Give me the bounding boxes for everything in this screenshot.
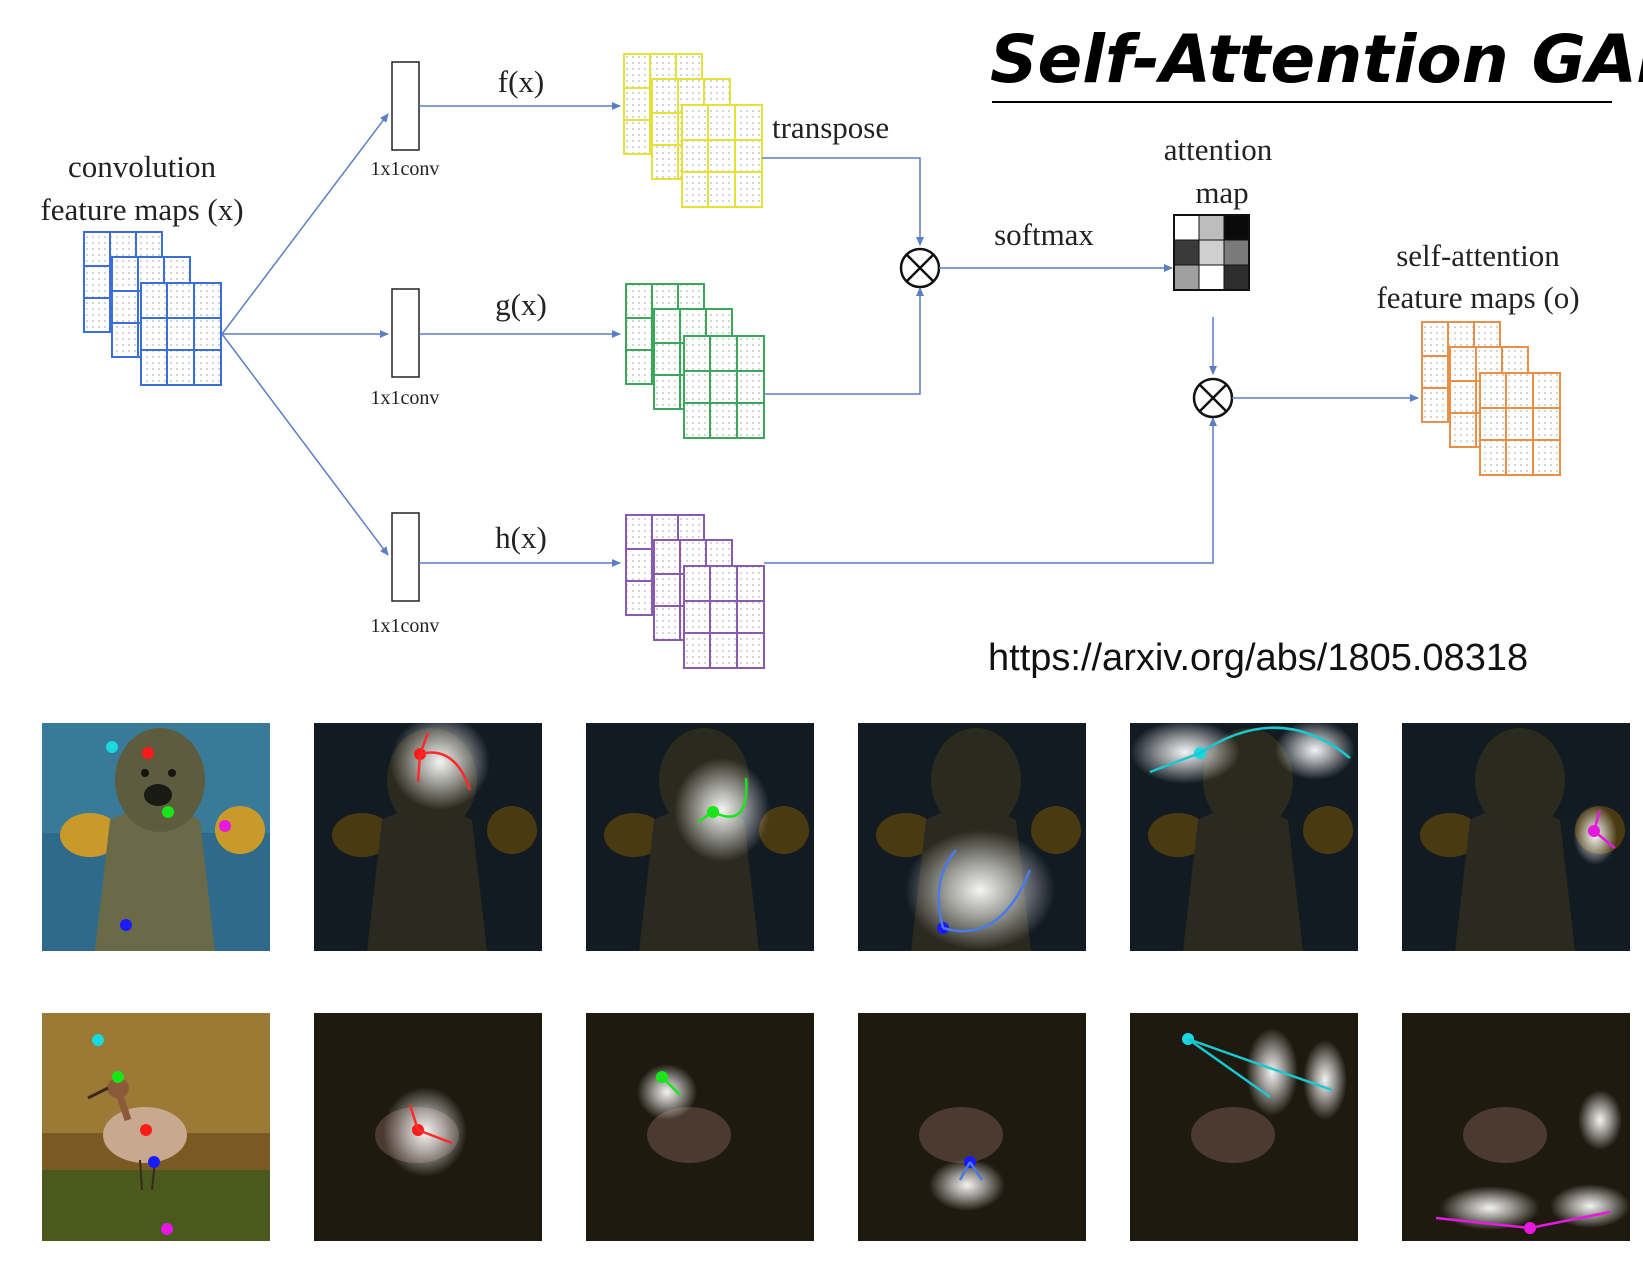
f-feature-maps	[623, 53, 763, 208]
func-label-h: h(x)	[495, 520, 547, 555]
conv-label-h: 1x1conv	[371, 615, 440, 637]
attention-arrow	[1593, 830, 1616, 849]
attention-map-border	[1173, 214, 1250, 291]
attention-arrow	[417, 1128, 453, 1145]
bird-original-panel	[42, 1013, 270, 1241]
conv-label-f: 1x1conv	[371, 158, 440, 180]
attention-arrow	[712, 777, 748, 818]
green-query-point	[162, 806, 174, 818]
dog-attention-panel-cyan	[1130, 723, 1358, 951]
output-feature-maps	[1421, 321, 1561, 476]
attention-map-cell	[1198, 239, 1225, 266]
red-query-point	[140, 1124, 152, 1136]
input-label-line2: feature maps (x)	[40, 192, 243, 227]
attention-arrow	[408, 1104, 420, 1131]
attention-map-cell	[1173, 264, 1200, 291]
attention-arrow	[1592, 809, 1602, 832]
arrow-to-f-conv	[221, 113, 389, 335]
magenta-query-point	[161, 1223, 173, 1235]
attention-map-cell	[1173, 239, 1200, 266]
attention-arrow	[661, 1076, 681, 1096]
attention-arrow	[958, 1161, 972, 1181]
softmax-label: softmax	[994, 217, 1094, 252]
bird-attention-panel-cyan	[1130, 1013, 1358, 1241]
image-row-bird	[42, 1013, 1630, 1241]
output-label-line2: feature maps (o)	[1376, 280, 1579, 315]
func-label-g: g(x)	[495, 287, 547, 322]
blue-query-point	[120, 919, 132, 931]
attention-arrow	[1529, 1210, 1611, 1230]
attention-map-cell	[1223, 239, 1250, 266]
input-feature-maps	[83, 231, 222, 386]
attention-map-cell	[1198, 214, 1225, 241]
red-query-point	[142, 747, 154, 759]
attention-arrow	[1435, 1216, 1531, 1230]
attention-arrow	[942, 869, 1032, 933]
conv-box-f	[391, 61, 420, 151]
arrow-h-to-multiply	[764, 417, 1217, 564]
query-markers	[92, 726, 1616, 1235]
matmul-node-2	[1192, 377, 1234, 419]
attention-map-cell	[1223, 214, 1250, 241]
attention-arrow	[968, 1161, 984, 1181]
attention-map-cell	[1198, 264, 1225, 291]
matmul-node-1	[899, 247, 941, 289]
attention-map-cell	[1223, 264, 1250, 291]
attention-arrow	[418, 732, 430, 755]
attention-arrow	[1149, 751, 1201, 774]
output-label-line1: self-attention	[1396, 238, 1560, 273]
bird-attention-panel-green	[586, 1013, 814, 1241]
green-query-point	[112, 1071, 124, 1083]
arrow-f-to-multiply	[762, 157, 924, 246]
arrow-to-h-conv	[221, 333, 389, 556]
transpose-label: transpose	[772, 110, 889, 145]
feature-map-sheet	[1479, 372, 1561, 476]
attention-label-line2: map	[1195, 175, 1248, 210]
attention-map-cell	[1173, 214, 1200, 241]
dog-attention-panel-blue	[858, 723, 1086, 951]
blue-query-point	[148, 1156, 160, 1168]
h-feature-maps	[625, 514, 765, 669]
attention-arrow	[697, 810, 714, 824]
g-feature-maps	[625, 283, 765, 439]
dog-attention-panel-green	[586, 723, 814, 951]
feature-map-sheet	[683, 335, 765, 439]
cyan-query-point	[92, 1034, 104, 1046]
dog-attention-panel-red	[314, 723, 542, 951]
attention-map-grid	[1173, 214, 1250, 291]
magenta-query-point	[219, 820, 231, 832]
dog-attention-panel-magenta	[1402, 723, 1630, 951]
bird-attention-panel-magenta	[1402, 1013, 1630, 1241]
feature-map-sheet	[683, 565, 765, 669]
attention-arrow	[1199, 726, 1351, 759]
attention-arrow	[416, 753, 422, 783]
attention-label-line1: attention	[1164, 132, 1273, 167]
bird-attention-panel-red	[314, 1013, 542, 1241]
conv-label-g: 1x1conv	[371, 387, 440, 409]
attention-arrow	[419, 751, 472, 791]
diagram-title: Self-Attention GAN	[990, 21, 1643, 98]
conv-box-g	[391, 288, 420, 378]
attention-arrow	[1187, 1037, 1271, 1099]
conv-box-h	[391, 512, 420, 602]
feature-map-sheet	[140, 282, 222, 386]
paper-url: https://arxiv.org/abs/1805.08318	[988, 637, 1528, 679]
feature-map-sheet	[681, 104, 763, 208]
arrow-g-to-multiply	[764, 287, 924, 395]
func-label-f: f(x)	[498, 64, 544, 99]
attention-arrow	[937, 849, 957, 929]
input-label-line1: convolution	[68, 149, 217, 184]
cyan-query-point	[106, 741, 118, 753]
dog-original-panel	[42, 723, 270, 951]
image-row-dog	[42, 723, 1630, 951]
bird-attention-panel-blue	[858, 1013, 1086, 1241]
attention-arrow	[1187, 1037, 1333, 1092]
